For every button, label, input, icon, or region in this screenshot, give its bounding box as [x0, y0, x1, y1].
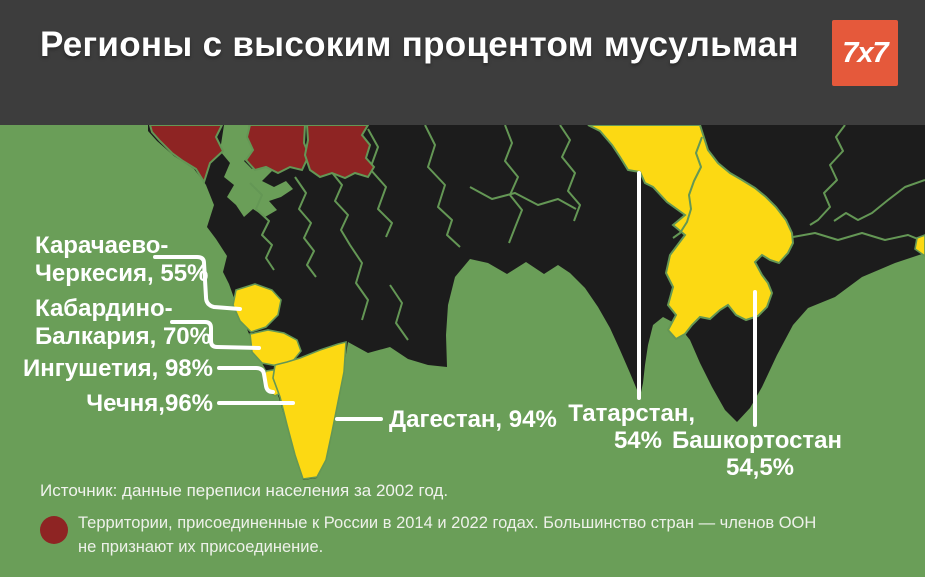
leader-kabardino [170, 320, 261, 350]
region-border [809, 125, 846, 226]
label-dagestan: Дагестан, 94% [389, 406, 557, 433]
label-bashkortostan-line2: 54,5% [726, 454, 794, 481]
label-karachay-line2: Черкесия, 55% [35, 260, 208, 287]
region-annexed-crimea [148, 125, 225, 185]
label-tatarstan-line1: Татарстан, [568, 400, 695, 427]
label-karachay-line1: Карачаево- [35, 232, 168, 259]
region-kabardino-balkaria [249, 329, 302, 367]
label-ingushetia: Ингушетия, 98% [23, 355, 213, 382]
7x7-logo-text: 7x7 [842, 36, 888, 69]
region-border [469, 186, 577, 210]
region-tatarstan-bashkortostan [587, 125, 795, 341]
region-border [294, 176, 317, 278]
region-border [792, 232, 925, 243]
region-border [504, 125, 523, 244]
label-tatarstan-line2: 54% [614, 427, 662, 454]
region-border [424, 125, 461, 248]
region-karachay-cherkessia [232, 283, 282, 333]
region-dagestan [272, 340, 347, 480]
region-border [329, 169, 369, 321]
source-note: Источник: данные переписи населения за 2… [40, 481, 448, 500]
label-kabardino-line2: Балкария, 70% [35, 323, 211, 350]
legend-text-line1: Территории, присоединенные к России в 20… [78, 514, 816, 532]
map: Карачаево- Черкесия, 55% Кабардино- Балк… [0, 125, 925, 577]
legend-text-line2: не признают их присоединение. [78, 538, 323, 556]
region-yellow-edge [914, 234, 925, 257]
page-title: Регионы с высоким процентом мусульман [40, 25, 799, 64]
region-border [559, 125, 581, 222]
leader-karachay [153, 255, 242, 311]
leader-ingushetia [217, 366, 275, 394]
legend-annexed-bullet [40, 516, 68, 544]
region-border [833, 179, 925, 222]
7x7-logo: 7x7 [832, 20, 898, 86]
region-annexed-east [303, 125, 376, 180]
tatarstan-bashkortostan-border [672, 136, 703, 239]
region-border [389, 284, 409, 341]
map-svg: Карачаево- Черкесия, 55% Кабардино- Балк… [0, 125, 925, 577]
label-kabardino-line1: Кабардино- [35, 295, 173, 322]
region-annexed-west [244, 125, 311, 175]
region-border [249, 182, 275, 271]
region-borders [367, 128, 393, 238]
header: Регионы с высоким процентом мусульман 7x… [0, 0, 925, 125]
green-gap [220, 125, 293, 217]
label-chechnya: Чечня,96% [86, 390, 213, 417]
label-bashkortostan-line1: Башкортостан [672, 427, 842, 454]
